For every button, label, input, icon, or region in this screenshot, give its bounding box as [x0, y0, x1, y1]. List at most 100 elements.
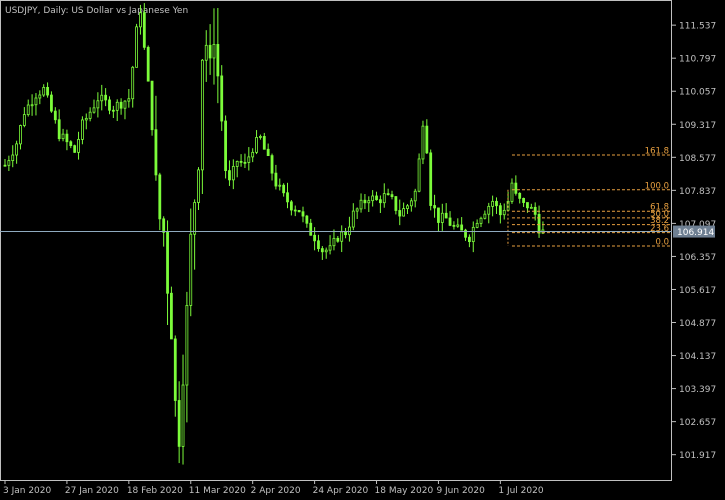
- current-price-label: 106.914: [677, 228, 714, 238]
- candle-body: [309, 222, 313, 236]
- candle-body: [115, 101, 119, 111]
- candle-body: [34, 97, 38, 106]
- candle-body: [402, 208, 406, 217]
- candle-body: [394, 196, 398, 211]
- candle-body: [529, 206, 533, 209]
- candle-body: [108, 99, 111, 111]
- candle-body: [158, 174, 162, 220]
- current-price-box: [673, 225, 715, 238]
- candle-body: [84, 117, 88, 121]
- candle-body: [119, 101, 123, 109]
- chart-title: USDJPY, Daily: US Dollar vs Japanese Yen: [5, 6, 188, 16]
- candle-body: [444, 212, 448, 219]
- candle-body: [351, 210, 355, 228]
- candle-body: [328, 245, 332, 251]
- candle-body: [491, 200, 495, 207]
- candle-body: [483, 213, 487, 219]
- fib-level-label: 50.0: [650, 209, 669, 219]
- x-tick-label: 18 May 2020: [375, 486, 434, 496]
- candle-body: [332, 237, 336, 247]
- fib-level-label: 61.8: [650, 203, 669, 213]
- candle-body: [111, 109, 115, 112]
- candle-body: [243, 161, 247, 164]
- candle-body: [336, 237, 340, 242]
- candle-body: [355, 208, 359, 212]
- candle-body: [135, 26, 138, 68]
- fib-level-label: 161.8: [645, 146, 669, 156]
- candle-body: [417, 158, 421, 192]
- fib-level-label: 0.0: [655, 238, 669, 248]
- candle-body: [3, 164, 7, 167]
- candle-body: [433, 205, 436, 209]
- candle-body: [73, 145, 77, 153]
- candle-body: [487, 205, 491, 215]
- candle-body: [19, 125, 22, 145]
- candle-body: [123, 100, 127, 109]
- candle-body: [15, 143, 19, 156]
- candle-body: [367, 200, 371, 204]
- candle-body: [11, 154, 15, 162]
- candle-body: [166, 231, 169, 294]
- candle-body: [286, 192, 289, 203]
- candle-body: [30, 104, 34, 107]
- candle-body: [390, 194, 394, 197]
- candle-body: [266, 148, 270, 157]
- candle-body: [42, 86, 46, 96]
- candle-body: [460, 224, 464, 231]
- candle-body: [150, 80, 154, 131]
- x-tick-label: 27 Jan 2020: [65, 486, 119, 496]
- y-tick-label: 110.797: [679, 55, 716, 65]
- y-tick-label: 103.397: [679, 385, 716, 395]
- candle-body: [452, 224, 456, 227]
- candle-body: [425, 125, 429, 154]
- candle-body: [429, 152, 433, 206]
- candle-body: [92, 107, 96, 113]
- candle-body: [100, 94, 104, 102]
- candle-body: [514, 182, 518, 194]
- y-tick-label: 108.577: [679, 154, 716, 164]
- candle-body: [57, 119, 61, 140]
- fibonacci-expansion[interactable]: 161.8 100.0 61.850.038.223.6 0.0: [507, 146, 671, 248]
- candle-body: [421, 125, 425, 160]
- candle-body: [293, 209, 297, 212]
- time-axis[interactable]: 3 Jan 2020 27 Jan 2020 18 Feb 2020 11 Mar 2…: [3, 480, 544, 496]
- candle-body: [471, 226, 475, 242]
- candle-body: [204, 44, 208, 61]
- x-tick-label: 11 Mar 2020: [189, 486, 246, 496]
- candle-body: [502, 209, 506, 216]
- candle-body: [235, 161, 239, 167]
- candle-body: [510, 182, 514, 202]
- candle-body: [375, 195, 378, 201]
- candle-body: [77, 138, 80, 153]
- candle-body: [239, 161, 243, 163]
- candle-body: [526, 202, 529, 209]
- candle-body: [398, 210, 402, 217]
- candle-body: [212, 44, 216, 59]
- candle-body: [170, 292, 173, 340]
- candle-body: [498, 205, 502, 216]
- candle-body: [479, 217, 483, 224]
- candle-body: [127, 98, 131, 102]
- candle-body: [208, 44, 212, 59]
- candle-body: [193, 202, 197, 235]
- x-tick-label: 9 Jun 2020: [436, 486, 485, 496]
- candle-body: [413, 190, 417, 202]
- candle-body: [220, 75, 224, 122]
- candle-body: [7, 160, 11, 166]
- y-tick-label: 107.097: [679, 220, 716, 230]
- y-tick-label: 104.877: [679, 319, 716, 329]
- x-tick-label: 24 Apr 2020: [313, 486, 369, 496]
- price-axis[interactable]: 111.537 110.797 110.057 109.317 108.577 107.8…: [672, 22, 716, 462]
- candle-body: [406, 205, 409, 209]
- y-tick-label: 102.657: [679, 418, 716, 428]
- candle-body: [297, 210, 301, 213]
- candle-body: [65, 133, 69, 143]
- candle-body: [448, 217, 452, 226]
- candle-body: [301, 211, 305, 217]
- candle-body: [146, 46, 150, 82]
- candle-body: [224, 120, 227, 172]
- y-tick-label: 104.137: [679, 352, 716, 362]
- candle-body: [22, 114, 26, 126]
- candle-body: [289, 201, 293, 211]
